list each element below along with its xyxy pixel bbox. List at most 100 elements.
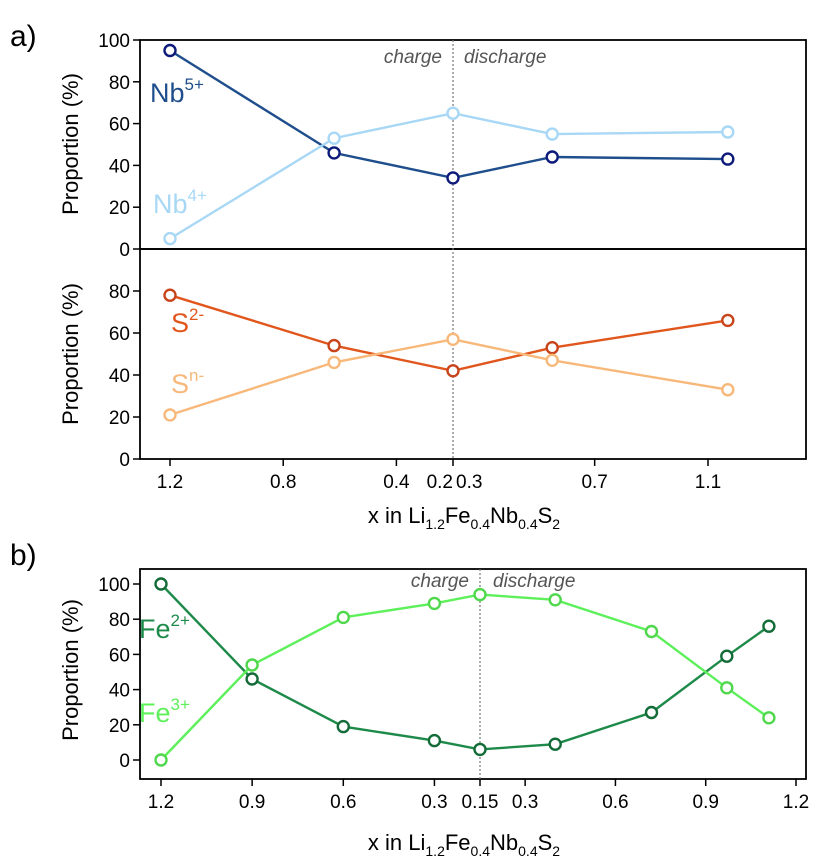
a-top-point-nb4 (163, 231, 177, 246)
xlabel-b-mid2: Nb (490, 830, 518, 855)
panel-b-x-ticks: 1.2 0.9 0.6 0.3 0.15 0.3 0.6 0.9 1.2 (148, 779, 809, 813)
b-ytick-label: 80 (109, 610, 130, 631)
xlabel-b-mid1: Fe (445, 830, 471, 855)
legend-s2: S2- (171, 305, 204, 338)
legend-fe3: Fe3+ (139, 695, 190, 728)
b-point-fe3 (245, 658, 259, 672)
b-ytick-label: 0 (119, 751, 130, 772)
b-xtick-label: 0.6 (602, 792, 628, 813)
a-top-point-nb4 (327, 131, 341, 145)
b-xtick-label: 0.15 (462, 792, 499, 813)
panel-a-charge-label: charge (384, 47, 442, 68)
a-bot-point-sn (545, 353, 559, 367)
xlabel-a-mid1: Fe (445, 503, 471, 528)
b-ytick-label: 40 (109, 681, 130, 702)
xlabel-a-sub2: 0.4 (471, 516, 491, 532)
b-ytick-label: 20 (109, 716, 130, 737)
panel-a-bottom-series (163, 288, 735, 422)
b-point-fe3 (762, 711, 776, 725)
a-top-point-nb4 (446, 106, 460, 120)
a-top-ytick-label: 20 (109, 198, 130, 219)
b-point-fe2 (548, 737, 562, 751)
panel-a-discharge-label: discharge (464, 47, 546, 68)
b-point-fe3 (154, 753, 168, 767)
a-xtick-label: 1.2 (157, 472, 183, 493)
panel-a-top-series (163, 43, 735, 246)
xlabel-b-sub3: 0.4 (518, 843, 538, 859)
a-xtick-label: 0.7 (581, 472, 607, 493)
b-point-fe2 (245, 672, 259, 686)
panel-b-ylabel: Proportion (%) (58, 599, 83, 741)
b-point-fe2 (720, 649, 734, 663)
panel-a-bottom-frame (139, 248, 807, 460)
b-point-fe3 (336, 610, 350, 625)
a-bot-point-sn (446, 332, 460, 346)
panel-a-x-ticks: 1.2 0.8 0.4 0.2 0.3 0.7 1.1 (157, 459, 721, 493)
panel-b: charge discharge 0 20 40 60 80 100 Proportion… (58, 568, 809, 859)
legend-nb5: Nb5+ (150, 75, 204, 108)
b-xtick-label: 0.9 (693, 792, 719, 813)
b-xtick-label: 0.3 (512, 792, 538, 813)
panel-b-discharge-label: discharge (493, 571, 575, 592)
a-xtick-label: 0.8 (270, 472, 296, 493)
a-top-ytick-label: 0 (119, 240, 130, 261)
panel-label-a: a) (10, 20, 37, 53)
b-point-fe2 (473, 742, 487, 757)
b-xtick-label: 0.9 (239, 792, 265, 813)
a-top-ytick-label: 100 (98, 31, 130, 52)
xlabel-b-sub2: 0.4 (471, 843, 491, 859)
panel-b-frame (139, 568, 807, 780)
panel-a-bottom-y-ticks: 0 20 40 60 80 (109, 282, 140, 471)
a-bot-point-s2 (163, 288, 177, 302)
panel-a-top-frame (139, 39, 807, 250)
a-top-ytick-label: 60 (109, 115, 130, 136)
xlabel-b-sub1: 1.2 (425, 843, 445, 859)
a-bot-line-s2 (169, 294, 728, 373)
a-bot-point-sn (163, 408, 177, 422)
a-top-point-nb5 (721, 152, 735, 166)
panel-b-xlabel: x in Li1.2Fe0.4Nb0.4S2 (368, 830, 560, 859)
a-top-point-nb4 (545, 127, 559, 141)
a-bot-ytick-label: 60 (109, 324, 130, 345)
b-point-fe2 (644, 705, 659, 720)
panel-b-series (154, 577, 776, 767)
b-xtick-label: 1.2 (783, 792, 809, 813)
a-bot-point-s2 (721, 313, 735, 328)
a-bot-ytick-label: 20 (109, 408, 130, 429)
b-point-fe3 (473, 587, 487, 602)
b-point-fe2 (154, 577, 168, 591)
xlabel-a-base: x in Li (368, 503, 425, 528)
a-bot-ytick-label: 80 (109, 282, 130, 303)
a-bot-ytick-label: 40 (109, 366, 130, 387)
a-bot-point-s2 (545, 341, 559, 355)
a-xtick-label: 0.3 (456, 472, 482, 493)
a-top-ytick-label: 80 (109, 73, 130, 94)
panel-a-top-ylabel: Proportion (%) (58, 73, 83, 215)
b-point-fe3 (427, 596, 442, 611)
a-xtick-label: 1.1 (695, 472, 721, 493)
panel-a-xlabel: x in Li1.2Fe0.4Nb0.4S2 (368, 503, 560, 532)
a-bot-ytick-label: 0 (119, 450, 130, 471)
xlabel-a-sub1: 1.2 (425, 516, 445, 532)
legend-nb4: Nb4+ (153, 186, 207, 219)
b-xtick-label: 0.3 (421, 792, 447, 813)
a-xtick-label: 0.2 (427, 472, 453, 493)
panel-label-b: b) (10, 539, 37, 572)
xlabel-b-sub4: 2 (552, 843, 560, 859)
a-top-point-nb5 (446, 171, 460, 185)
b-point-fe2 (427, 733, 442, 748)
panel-b-charge-label: charge (411, 571, 469, 592)
b-point-fe3 (644, 624, 659, 639)
xlabel-a-mid2: Nb (490, 503, 518, 528)
b-xtick-label: 1.2 (148, 792, 174, 813)
xlabel-b-base: x in Li (368, 830, 425, 855)
b-point-fe3 (720, 681, 734, 695)
panel-a-top-y-ticks: 0 20 40 60 80 100 (98, 31, 140, 261)
b-point-fe3 (548, 593, 562, 607)
b-point-fe2 (336, 719, 350, 734)
a-top-point-nb5 (327, 146, 341, 160)
a-top-ytick-label: 40 (109, 156, 130, 177)
xlabel-a-sub4: 2 (552, 516, 560, 532)
